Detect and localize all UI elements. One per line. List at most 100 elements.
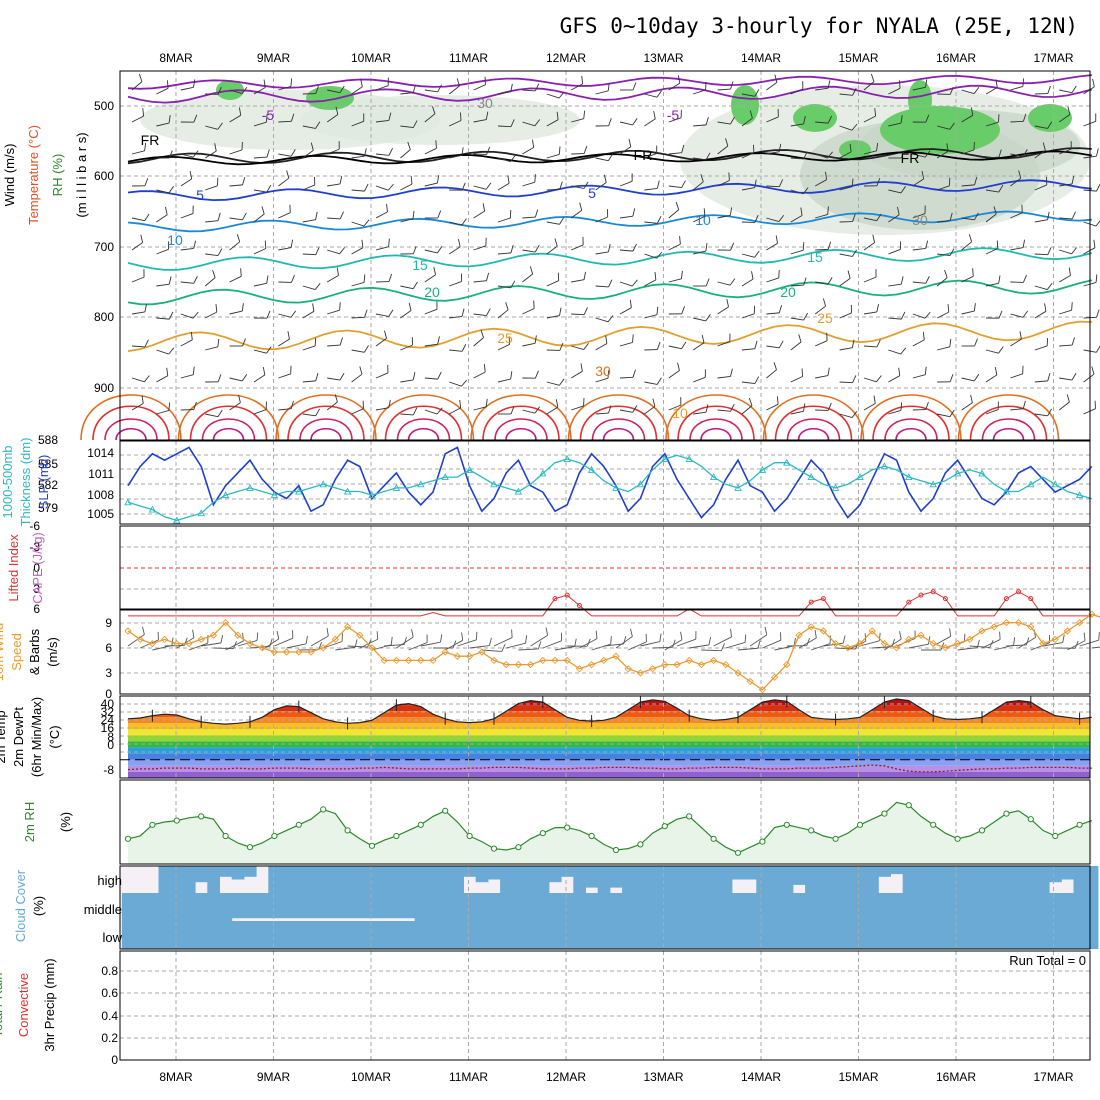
- wind-barb: [803, 403, 806, 412]
- wind-barb: [238, 107, 242, 116]
- wind-barb: [347, 645, 368, 648]
- isotherm-hump: [494, 418, 548, 441]
- wind-barb: [327, 249, 340, 255]
- wind-barb: [1098, 632, 1100, 641]
- wind-barb: [766, 151, 780, 155]
- date-tick: 16MAR: [936, 51, 976, 65]
- cloud-bar: [536, 893, 550, 921]
- wind-barb: [749, 110, 753, 119]
- wind-barb: [1034, 219, 1048, 223]
- wind-barb: [900, 402, 903, 411]
- lifted-index-line: [128, 591, 1092, 617]
- cloud-bar: [1049, 921, 1062, 949]
- wind-speed-marker: [929, 639, 937, 648]
- rh-panel: [124, 780, 1092, 864]
- wind-barb: [766, 345, 780, 349]
- wind-barb: [554, 646, 575, 651]
- wind-barb: [507, 175, 510, 184]
- thickness-tick: 579: [38, 501, 58, 515]
- wind-barb: [974, 177, 978, 185]
- rh-marker: [856, 821, 864, 828]
- wind-barb: [632, 243, 637, 252]
- rh-marker: [734, 849, 742, 856]
- thickness-marker: [1075, 491, 1084, 499]
- panel-label: Speed: [9, 633, 24, 671]
- cloud-bar: [866, 921, 879, 949]
- cloud-bar: [231, 921, 245, 949]
- wind-barb: [985, 248, 998, 255]
- wind-barb: [749, 634, 768, 647]
- wind-barb: [814, 630, 817, 639]
- wind-barb: [1059, 309, 1072, 315]
- wind-barb: [619, 146, 632, 155]
- wind-barb: [876, 142, 879, 151]
- cloud-bar: [731, 893, 745, 921]
- cloud-bar: [609, 921, 623, 949]
- isotherm-hump: [115, 427, 147, 441]
- cloud-bar: [609, 893, 623, 921]
- wind-barb: [1066, 394, 1070, 403]
- rh-marker: [246, 844, 254, 851]
- thickness-marker: [856, 473, 864, 481]
- wind-barb: [870, 73, 875, 82]
- wind-barb: [559, 217, 565, 225]
- cloud-bar: [707, 866, 721, 893]
- isotherm-hump: [407, 427, 440, 441]
- wind-barb: [1010, 408, 1024, 411]
- wind-barb: [814, 305, 826, 315]
- cloud-bar: [573, 921, 586, 949]
- wind-barb: [315, 121, 321, 129]
- wind-barb: [583, 110, 586, 119]
- wind-barb: [961, 89, 975, 95]
- panel-label: Total / Rain: [0, 972, 5, 1037]
- wind-barb: [204, 311, 217, 319]
- wind-barb: [898, 80, 901, 89]
- wind-barb: [376, 631, 379, 640]
- cloud-bar: [927, 921, 940, 949]
- wind-barb: [728, 172, 730, 181]
- wind-barb: [253, 87, 266, 95]
- temperature-band: [128, 765, 1090, 772]
- date-tick: 17MAR: [1033, 51, 1073, 65]
- cloud-bar: [280, 921, 294, 949]
- wind-barb: [424, 182, 438, 187]
- isotherm-hump: [762, 394, 865, 441]
- rh-marker: [442, 807, 449, 814]
- isotherm-hump: [992, 427, 1025, 441]
- contour-label: 30: [595, 363, 611, 379]
- isotherm-hump: [482, 405, 560, 441]
- cloud-bar: [439, 866, 452, 893]
- wind-barb: [644, 253, 657, 259]
- wind-barb: [925, 150, 931, 158]
- wind-barb: [327, 89, 341, 94]
- wind-barb: [1059, 89, 1073, 94]
- wind-barb: [449, 349, 463, 352]
- wind-barb: [412, 210, 415, 219]
- wind-barb: [546, 153, 560, 159]
- wind-barb: [925, 240, 929, 249]
- wind-barb: [591, 643, 611, 651]
- wind-barb: [192, 366, 195, 375]
- wind-barb: [1034, 380, 1048, 383]
- wind-barb: [811, 643, 831, 651]
- wind-barb: [242, 177, 246, 185]
- wind-speed-marker: [270, 648, 279, 656]
- isotherm-hump: [700, 427, 732, 441]
- wind-barb: [972, 268, 974, 277]
- wind-barb: [278, 338, 290, 347]
- wind-barb: [876, 178, 881, 186]
- cloud-bar: [756, 866, 769, 893]
- wind-barb: [1046, 282, 1053, 290]
- wind-barb: [217, 86, 222, 95]
- wind-barb: [766, 369, 777, 379]
- wind-barb: [1010, 85, 1024, 91]
- cloud-bar: [487, 866, 501, 880]
- wind-barb: [632, 208, 636, 217]
- wind-barb: [863, 345, 877, 348]
- rh-marker: [149, 821, 156, 828]
- wind-barb: [168, 402, 171, 411]
- stability-tick: 6: [33, 602, 40, 616]
- cloud-bar: [536, 866, 550, 893]
- isotherm-hump: [310, 427, 342, 441]
- date-tick: 15MAR: [838, 1070, 878, 1084]
